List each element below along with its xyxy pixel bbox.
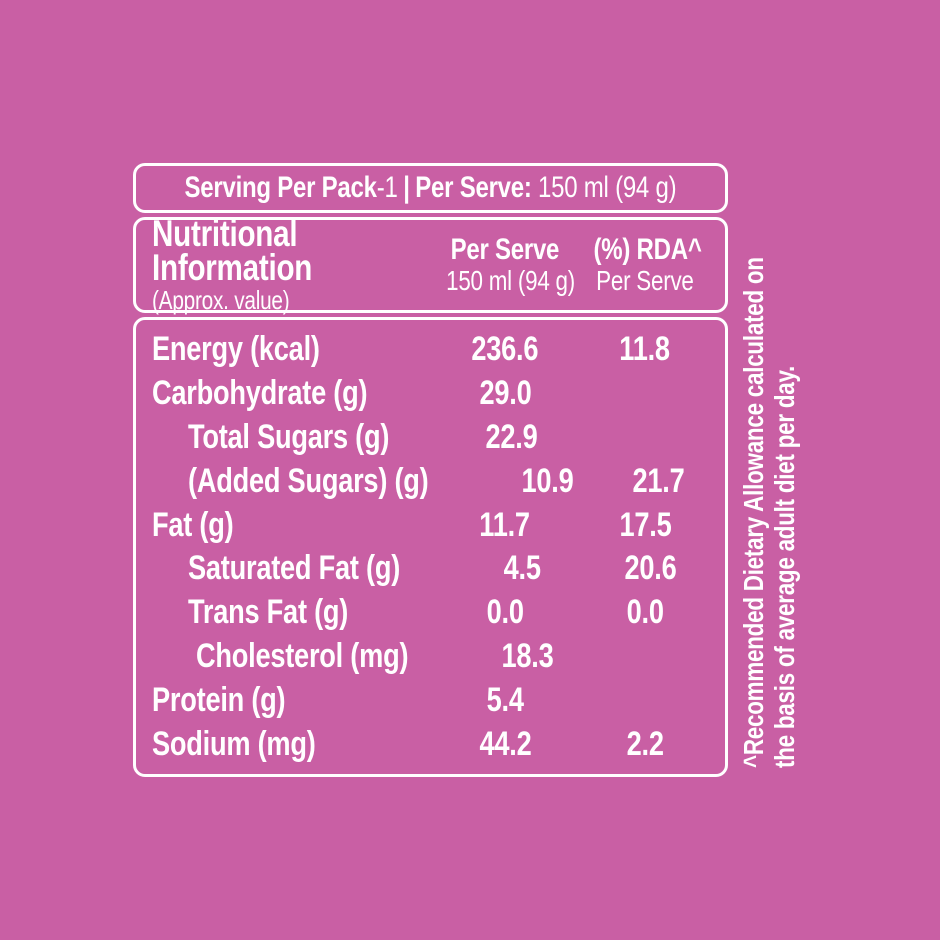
nutrient-label: Trans Fat (g)	[188, 593, 349, 632]
title-line-1: Nutritional	[152, 212, 298, 254]
table-row-saturated-fat: Saturated Fat (g) 4.5 20.6	[136, 549, 725, 588]
nutrient-label: Sodium (mg)	[152, 724, 316, 763]
rda-value-cell: 20.6	[624, 549, 677, 588]
per-serve-value-cell: 11.7	[479, 505, 531, 544]
per-serve-value-cell: 4.5	[503, 549, 541, 588]
rda-value-cell	[580, 374, 710, 413]
per-serve-value-cell: 10.9	[521, 461, 574, 500]
nutrient-label: Energy (kcal)	[152, 330, 320, 369]
rda-value-cell	[580, 681, 710, 720]
table-row-sodium: Sodium (mg) 44.2 2.2	[136, 725, 725, 764]
table-row-trans-fat: Trans Fat (g) 0.0 0.0	[136, 593, 725, 632]
rda-value-cell: 21.7	[632, 461, 685, 500]
footnote-line-1: ^Recommended Dietary Allowance calculate…	[738, 257, 769, 768]
per-serve-header-line-2: 150 ml (94 g)	[446, 265, 575, 297]
approx-value-subtitle: (Approx. value)	[152, 285, 290, 316]
nutrient-label: Carbohydrate (g)	[152, 374, 368, 413]
footnote-line-2: the basis of average adult diet per day.	[769, 365, 800, 768]
nutrition-table-body: Energy (kcal) 236.6 11.8 Carbohydrate (g…	[133, 317, 728, 777]
per-serve-value-cell: 0.0	[486, 593, 524, 632]
table-row-fat: Fat (g) 11.7 17.5	[136, 506, 725, 545]
rda-header-line-2: Per Serve	[596, 265, 694, 297]
rda-value-cell: 11.8	[619, 330, 671, 369]
serving-banner: Serving Per Pack-1 | Per Serve: 150 ml (94 …	[133, 163, 728, 213]
per-serve-value-cell: 5.4	[486, 680, 524, 719]
table-header: Nutritional Information (Approx. value) …	[133, 212, 728, 316]
banner-separator: |	[403, 171, 410, 204]
table-row-protein: Protein (g) 5.4	[136, 681, 725, 720]
per-serve-header-line-1: Per Serve	[450, 233, 560, 267]
serving-banner-text: Serving Per Pack-1 | Per Serve: 150 ml (94 …	[185, 171, 677, 205]
table-row-added-sugars: (Added Sugars) (g) 10.9 21.7	[136, 462, 725, 501]
nutrient-label: (Added Sugars) (g)	[188, 461, 429, 500]
per-serve-value-cell: 22.9	[485, 417, 538, 456]
table-row-energy: Energy (kcal) 236.6 11.8	[136, 330, 725, 369]
per-serve-value-cell: 29.0	[478, 374, 531, 413]
nutrient-label: Protein (g)	[152, 680, 286, 719]
table-row-cholesterol: Cholesterol (mg) 18.3	[136, 637, 725, 676]
nutrient-label: Total Sugars (g)	[188, 417, 390, 456]
title-line-2: Information	[152, 247, 313, 288]
nutrition-label: Serving Per Pack-1 | Per Serve: 150 ml (94 …	[133, 163, 728, 777]
per-serve-label: Per Serve:	[415, 171, 532, 204]
per-serve-value-cell: 18.3	[501, 636, 554, 675]
serving-pack-value: -1	[376, 171, 398, 204]
nutrient-label: Cholesterol (mg)	[196, 636, 409, 675]
rda-column-header: (%) RDA^ Per Serve	[580, 233, 710, 297]
rda-header-line-1: (%) RDA^	[593, 233, 702, 267]
rda-value-cell: 17.5	[618, 505, 671, 544]
rda-value-cell: 2.2	[626, 724, 664, 763]
nutritional-info-title: Nutritional Information (Approx. value)	[136, 212, 430, 316]
rda-value-cell	[595, 637, 710, 676]
rda-value-cell: 0.0	[626, 593, 664, 632]
table-row-carbohydrate: Carbohydrate (g) 29.0	[136, 374, 725, 413]
serving-pack-label: Serving Per Pack	[184, 171, 378, 204]
per-serve-column-header: Per Serve 150 ml (94 g)	[430, 233, 580, 297]
nutrient-label: Fat (g)	[152, 505, 234, 544]
table-row-total-sugars: Total Sugars (g) 22.9	[136, 418, 725, 457]
per-serve-value-cell: 236.6	[471, 330, 539, 369]
nutrient-label: Saturated Fat (g)	[188, 549, 401, 588]
rda-value-cell	[584, 418, 710, 457]
per-serve-value: 150 ml (94 g)	[538, 171, 677, 204]
rda-footnote: ^Recommended Dietary Allowance calculate…	[738, 176, 802, 768]
per-serve-value-cell: 44.2	[478, 724, 531, 763]
